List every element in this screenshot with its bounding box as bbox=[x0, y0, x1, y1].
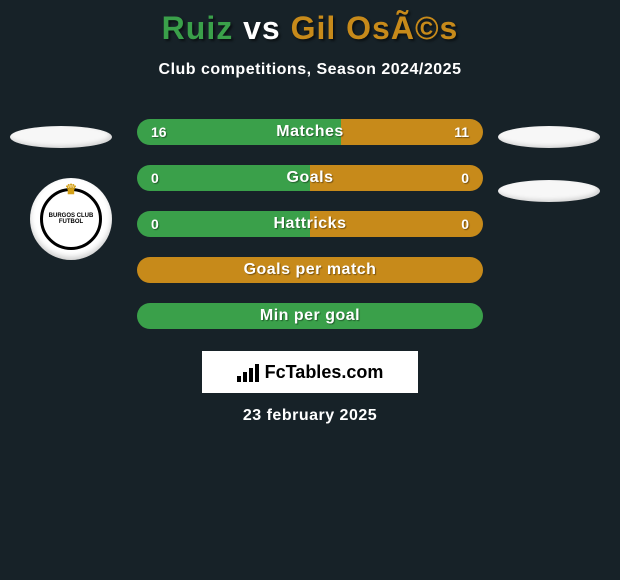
club-logo: ♛ BURGOS CLUB FUTBOL bbox=[30, 178, 112, 260]
bar-chart-icon bbox=[237, 362, 259, 382]
stat-row: 0Hattricks0 bbox=[137, 211, 483, 237]
page-title: Ruiz vs Gil OsÃ©s bbox=[0, 0, 620, 47]
stat-right-value: 0 bbox=[461, 216, 469, 232]
stat-left-value: 0 bbox=[151, 170, 159, 186]
club-logo-inner: ♛ BURGOS CLUB FUTBOL bbox=[40, 188, 102, 250]
title-vs: vs bbox=[233, 10, 290, 46]
stat-label: Goals bbox=[137, 169, 483, 187]
player2-slot-ellipse-1 bbox=[498, 126, 600, 148]
crown-icon: ♛ bbox=[65, 181, 78, 198]
stat-label: Hattricks bbox=[137, 215, 483, 233]
stat-left-value: 0 bbox=[151, 216, 159, 232]
subtitle: Club competitions, Season 2024/2025 bbox=[0, 61, 620, 79]
club-logo-text: BURGOS CLUB FUTBOL bbox=[43, 213, 99, 225]
title-player1: Ruiz bbox=[162, 10, 234, 46]
stat-label: Min per goal bbox=[137, 307, 483, 325]
stat-right-value: 0 bbox=[461, 170, 469, 186]
branding-text: FcTables.com bbox=[265, 362, 384, 383]
player2-slot-ellipse-2 bbox=[498, 180, 600, 202]
stat-right-value: 11 bbox=[454, 124, 469, 140]
stat-row: Min per goal bbox=[137, 303, 483, 329]
stat-row: 0Goals0 bbox=[137, 165, 483, 191]
stat-row: Goals per match bbox=[137, 257, 483, 283]
stat-label: Goals per match bbox=[137, 261, 483, 279]
date: 23 february 2025 bbox=[0, 407, 620, 425]
stat-row: 16Matches11 bbox=[137, 119, 483, 145]
stat-label: Matches bbox=[137, 123, 483, 141]
title-player2: Gil OsÃ©s bbox=[291, 10, 459, 46]
branding-box[interactable]: FcTables.com bbox=[202, 351, 418, 393]
stat-left-value: 16 bbox=[151, 124, 167, 140]
player1-slot-ellipse bbox=[10, 126, 112, 148]
